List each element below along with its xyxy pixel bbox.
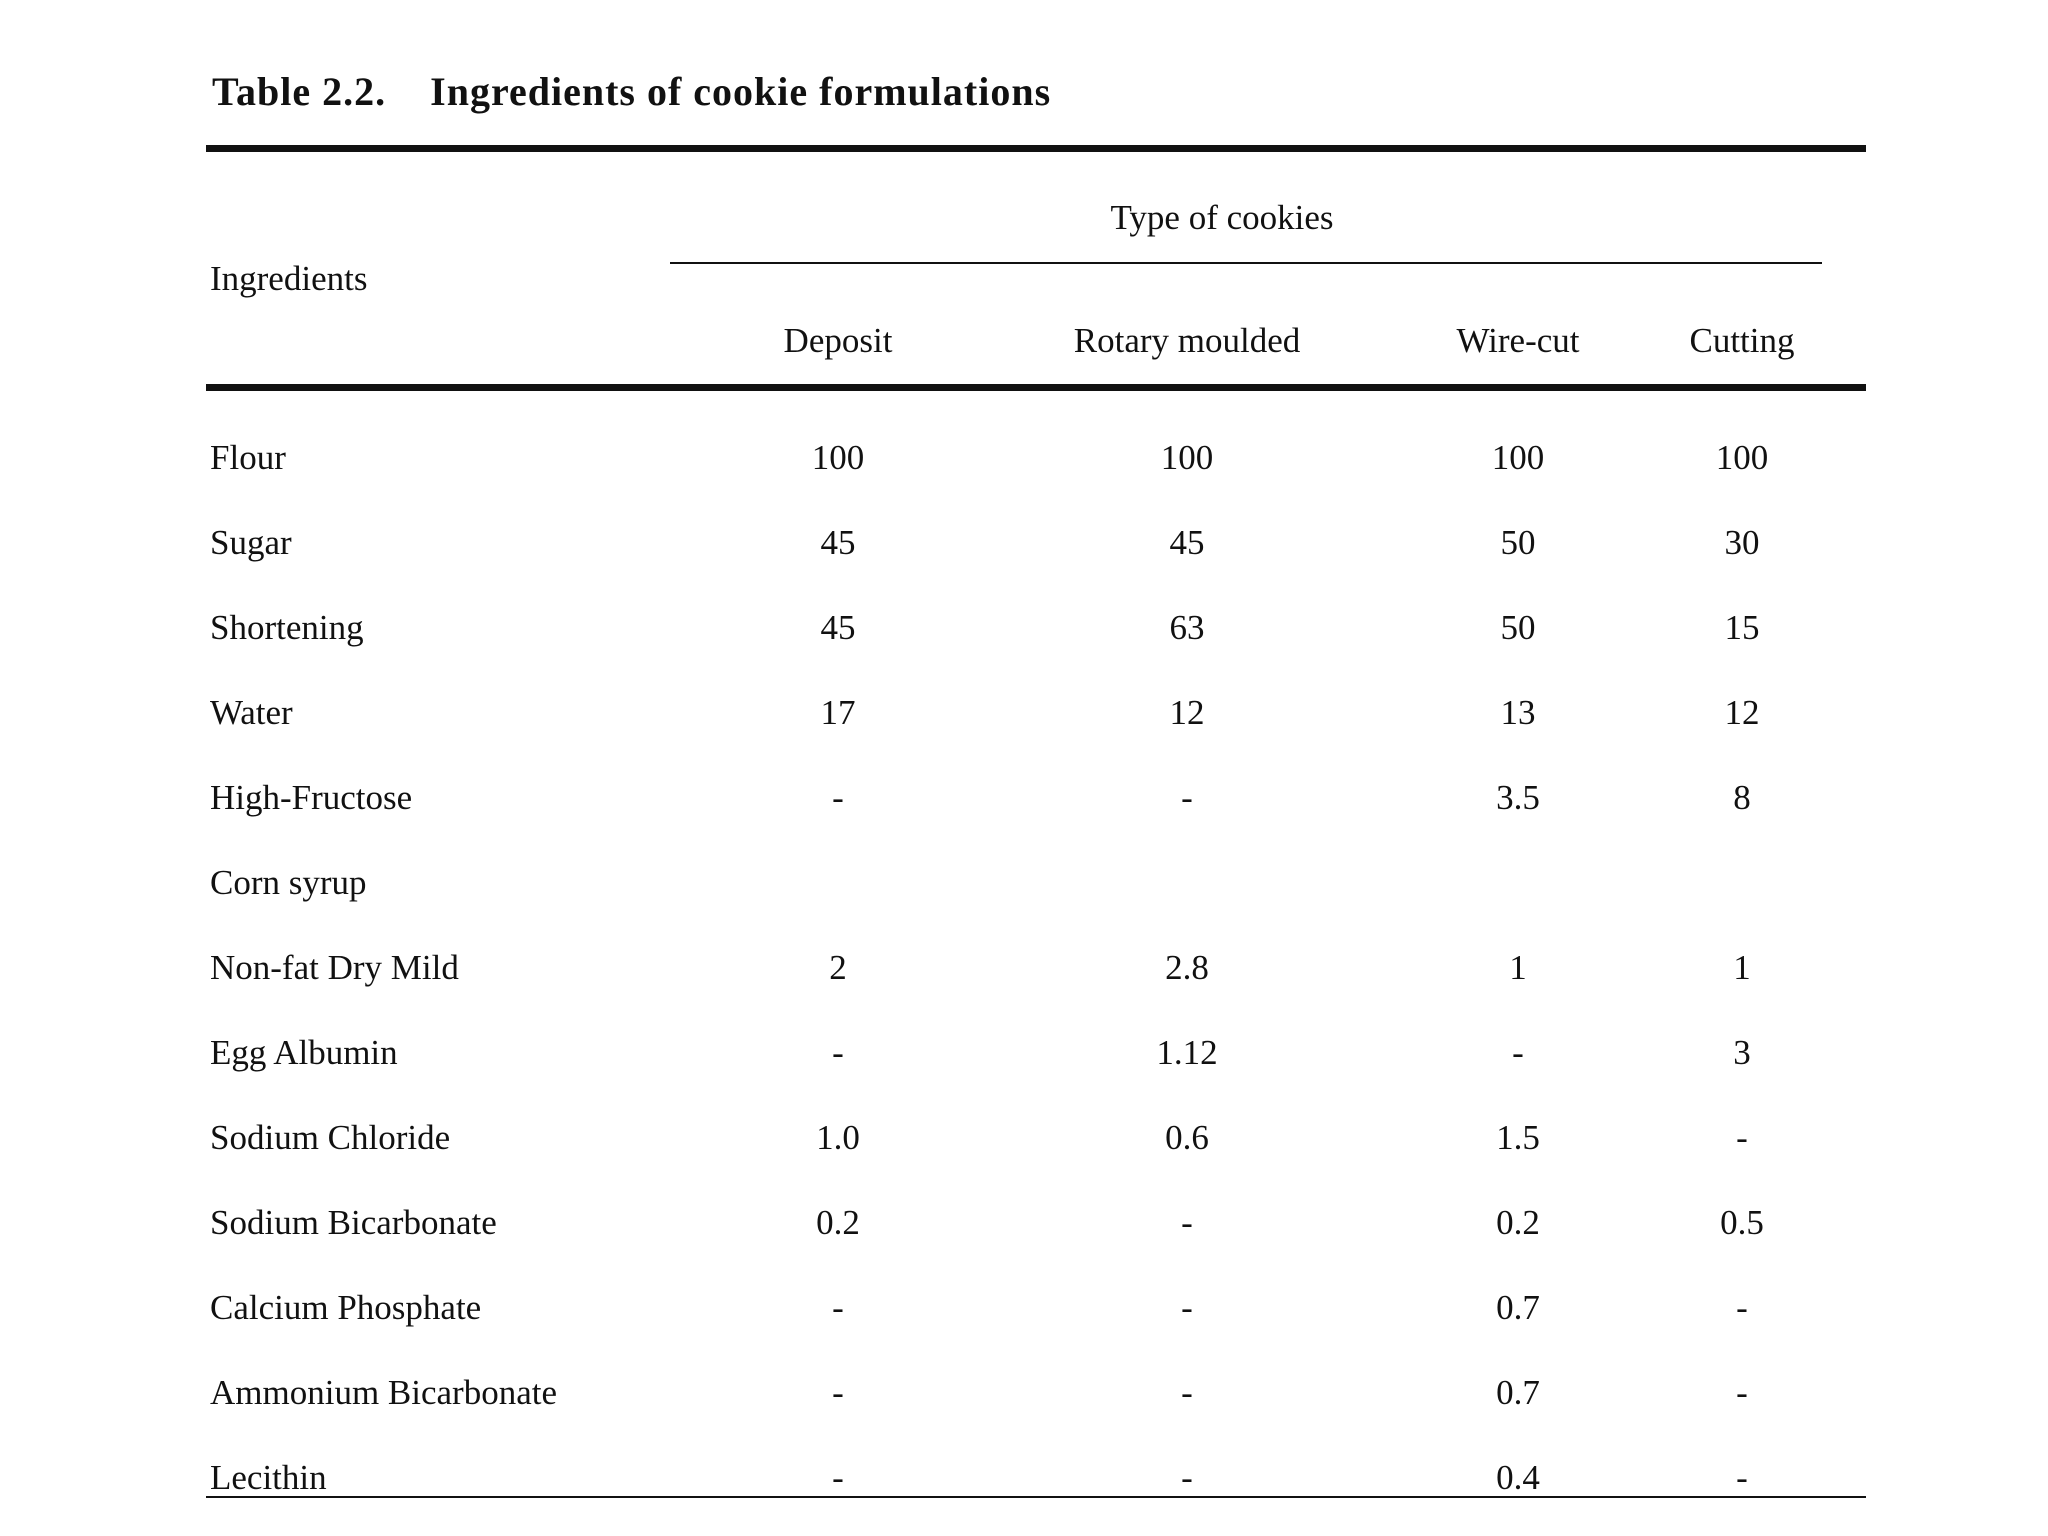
top-rule [206, 145, 1866, 152]
cell-wire-cut: 0.4 [1496, 1458, 1540, 1497]
row-label: Sodium Chloride [210, 1118, 451, 1157]
cell-deposit: 100 [811, 438, 865, 477]
cell-deposit: 2 [829, 948, 847, 987]
table-caption: Table 2.2. Ingredients of cookie formulat… [212, 68, 1051, 115]
cell-cutting: 1 [1733, 948, 1751, 987]
row-label: Ammonium Bicarbonate [210, 1373, 558, 1412]
cell-wire-cut: 13 [1500, 693, 1536, 732]
cell-cutting: 3 [1733, 1033, 1751, 1072]
cell-rotary-moulded: 1.12 [1156, 1033, 1218, 1072]
cell-cutting: 8 [1733, 778, 1751, 817]
cell-deposit: 0.2 [816, 1203, 860, 1242]
cell-deposit: 45 [820, 523, 856, 562]
cell-rotary-moulded: - [1181, 1288, 1193, 1327]
cell-cutting: 0.5 [1720, 1203, 1764, 1242]
cell-wire-cut: 0.7 [1496, 1288, 1540, 1327]
cell-wire-cut: 3.5 [1496, 778, 1540, 817]
cell-deposit: - [832, 1033, 844, 1072]
row-label: Water [210, 693, 293, 732]
table-title: Ingredients of cookie formulations [430, 69, 1052, 114]
column-header-cutting: Cutting [1689, 321, 1795, 360]
cell-rotary-moulded: 0.6 [1165, 1118, 1209, 1157]
cell-wire-cut: 1 [1509, 948, 1527, 987]
row-label: Shortening [210, 608, 364, 647]
row-label: Lecithin [210, 1458, 327, 1497]
row-header-ingredients: Ingredients [210, 259, 368, 298]
row-label: High-Fructose [210, 778, 413, 817]
cell-deposit: 17 [820, 693, 856, 732]
cell-cutting: - [1736, 1458, 1748, 1497]
cell-cutting: 12 [1724, 693, 1760, 732]
cell-rotary-moulded: - [1181, 1203, 1193, 1242]
cell-deposit: - [832, 778, 844, 817]
cell-deposit: 45 [820, 608, 856, 647]
cell-deposit: 1.0 [816, 1118, 860, 1157]
column-group-header: Type of cookies [1110, 198, 1334, 237]
cell-rotary-moulded: - [1181, 1458, 1193, 1497]
cell-deposit: - [832, 1373, 844, 1412]
cell-deposit: - [832, 1288, 844, 1327]
column-header-wire-cut: Wire-cut [1456, 321, 1580, 360]
row-label: Corn syrup [210, 863, 367, 902]
cell-rotary-moulded: - [1181, 778, 1193, 817]
cell-cutting: - [1736, 1373, 1748, 1412]
row-label: Non-fat Dry Mild [210, 948, 459, 987]
cell-wire-cut: 1.5 [1496, 1118, 1540, 1157]
cell-wire-cut: - [1512, 1033, 1524, 1072]
row-label: Sodium Bicarbonate [210, 1203, 497, 1242]
column-header-rotary-moulded: Rotary moulded [1073, 321, 1301, 360]
cell-cutting: - [1736, 1288, 1748, 1327]
column-header-deposit: Deposit [783, 321, 893, 360]
row-label: Calcium Phosphate [210, 1288, 482, 1327]
cell-rotary-moulded: 45 [1169, 523, 1205, 562]
cell-rotary-moulded: 63 [1169, 608, 1205, 647]
header-rule [206, 384, 1866, 391]
cell-wire-cut: 50 [1500, 608, 1536, 647]
cell-cutting: 30 [1724, 523, 1760, 562]
cell-cutting: - [1736, 1118, 1748, 1157]
cell-wire-cut: 0.2 [1496, 1203, 1540, 1242]
row-label: Flour [210, 438, 286, 477]
row-label: Egg Albumin [210, 1033, 398, 1072]
cell-rotary-moulded: 100 [1160, 438, 1214, 477]
bottom-rule [206, 1496, 1866, 1498]
table-number: Table 2.2. [212, 69, 387, 114]
cell-wire-cut: 0.7 [1496, 1373, 1540, 1412]
row-label: Sugar [210, 523, 292, 562]
group-span-rule [670, 262, 1822, 264]
cell-cutting: 15 [1724, 608, 1760, 647]
cell-cutting: 100 [1715, 438, 1769, 477]
cell-wire-cut: 50 [1500, 523, 1536, 562]
cell-wire-cut: 100 [1491, 438, 1545, 477]
cell-rotary-moulded: 12 [1169, 693, 1205, 732]
cell-rotary-moulded: - [1181, 1373, 1193, 1412]
cell-deposit: - [832, 1458, 844, 1497]
cell-rotary-moulded: 2.8 [1165, 948, 1209, 987]
